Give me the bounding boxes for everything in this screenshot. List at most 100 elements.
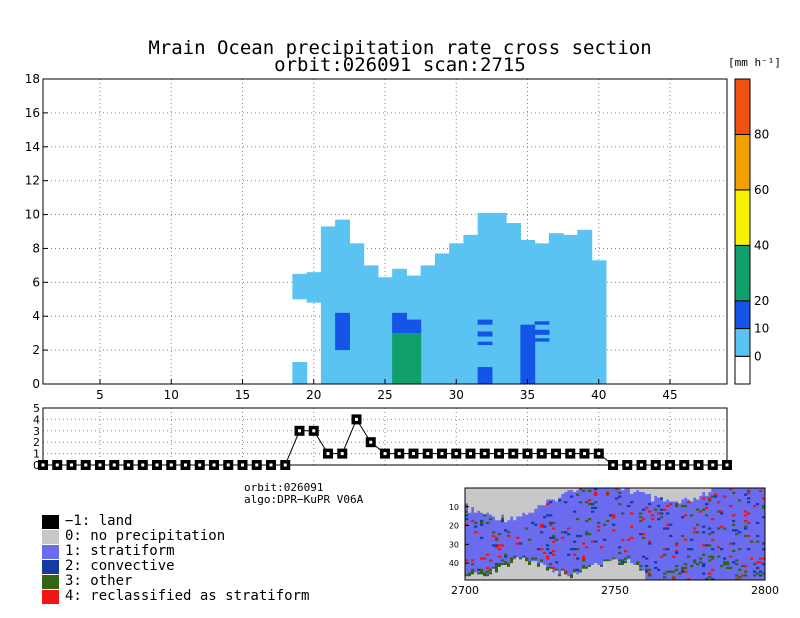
map-cell [504,518,508,521]
map-cell [546,572,550,575]
map-cell [744,564,748,568]
map-cell [495,576,499,579]
map-cell [501,508,505,511]
map-cell [525,501,529,504]
type-marker-dot [697,463,700,467]
map-cell [615,564,619,568]
map-cell [585,531,589,534]
map-cell [549,488,553,491]
map-cell [639,564,643,568]
map-cell [486,491,490,494]
map-cell [597,570,601,573]
map-cell [498,576,502,579]
map-cell [657,493,661,496]
map-cell [540,491,544,494]
map-cell [645,491,649,494]
map-cell [531,576,535,579]
map-cell [522,563,526,566]
map-cell [672,555,676,558]
colorbar-swatch [734,78,751,135]
map-cell [534,576,538,579]
map-cell [630,566,634,570]
map-cell [705,578,709,581]
map-cell [732,542,736,545]
map-cell [498,572,502,575]
map-cell [525,503,529,506]
map-cell [762,497,766,500]
map-cell [486,570,490,573]
map-cell [552,493,556,496]
map-cell [588,489,592,493]
map-cell [615,568,619,571]
map-cell [507,497,511,500]
map-cell [480,536,484,539]
map-cell [501,512,505,515]
map-cell [564,488,568,491]
map-cell [540,568,544,571]
map-cell [621,578,625,581]
map-cell [663,508,667,511]
map-cell [732,519,736,523]
map-cell [636,563,640,566]
map-cell [507,504,511,508]
map-cell [516,561,520,564]
map-cell [591,566,595,570]
map-cell [522,506,526,509]
map-cell [477,503,481,506]
map-cell [492,568,496,571]
map-cell [576,488,580,491]
map-cell [552,495,556,498]
map-cell [471,568,475,571]
map-cell [630,568,634,571]
map-cell [549,495,553,498]
map-cell [540,525,544,528]
map-cell [483,501,487,504]
map-cell [540,499,544,502]
map-cell [534,564,538,568]
map-cell [531,566,535,570]
map-cell [675,568,679,571]
map-cell [735,559,739,562]
map-cell [522,489,526,493]
map-cell [705,503,709,506]
map-cell [642,518,646,521]
map-cell [561,491,565,494]
map-cell [615,576,619,579]
map-cell [471,559,475,562]
map-cell [651,518,655,521]
map-cell [627,578,631,581]
map-cell [633,572,637,575]
map-cell [540,488,544,491]
map-cell [588,499,592,502]
map-cell [633,489,637,493]
map-cell [474,574,478,577]
map-cell [600,564,604,568]
map-cell [705,493,709,496]
map-cell [528,566,532,570]
legend-label: 1: stratiform [65,543,175,559]
map-cell [588,564,592,568]
map-cell [708,488,712,491]
map-cell [750,557,754,560]
map-cell [690,564,694,568]
map-cell [471,570,475,573]
map-cell [480,576,484,579]
map-cell [645,506,649,509]
precip-column [506,223,521,384]
map-cell [525,491,529,494]
map-cell [492,491,496,494]
map-cell [492,531,496,534]
map-cell [708,527,712,530]
map-cell [534,495,538,498]
map-cell [681,504,685,508]
y-tick-label: 12 [25,174,40,188]
map-cell [504,499,508,502]
map-cell [711,555,715,558]
map-cell [519,503,523,506]
map-cell [507,501,511,504]
colorbar-unit: [mm h⁻¹] [728,56,781,69]
y-tick-label: 5 [33,402,40,415]
map-cell [603,538,607,541]
map-cell [516,564,520,568]
map-cell [498,493,502,496]
